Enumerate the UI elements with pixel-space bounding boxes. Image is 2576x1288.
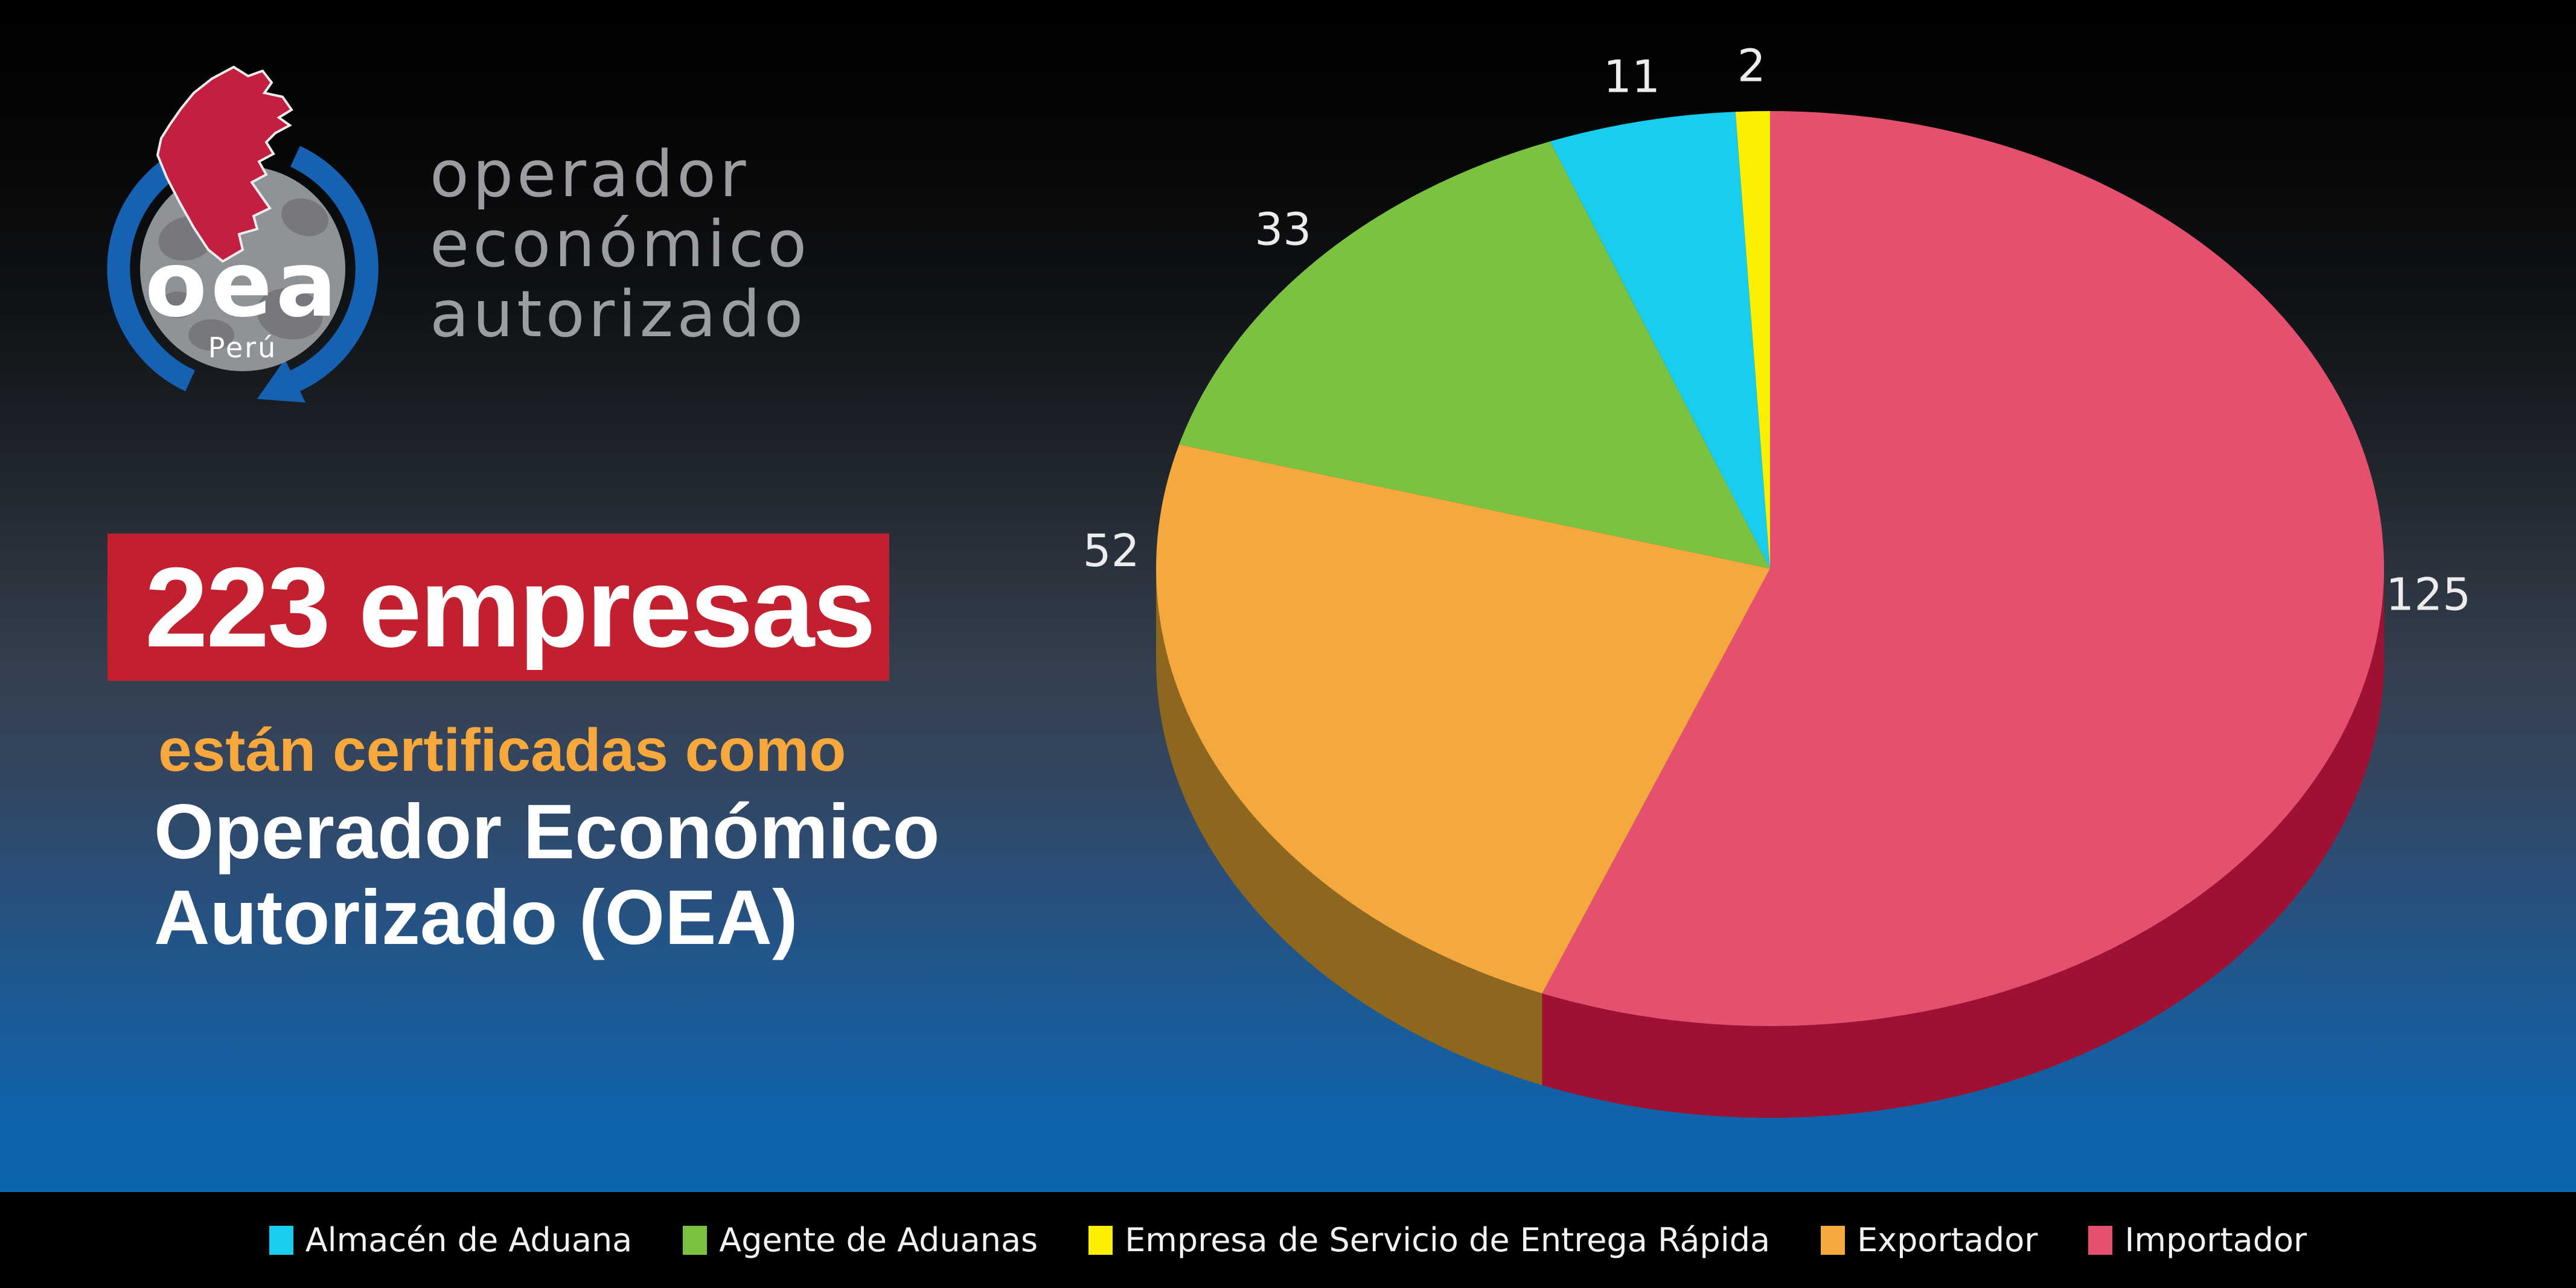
count-badge: 223 empresas [107,534,889,681]
pie-slice [1179,141,1770,569]
legend-swatch-icon [1821,1225,1846,1255]
brand-wordmark: operador económico autorizado [430,137,810,351]
legend-item: Almacén de Aduana [269,1221,633,1259]
cycle-arrow-left-icon [107,158,196,392]
pie-slice-side [1542,569,2384,1118]
legend-label: Exportador [1857,1221,2038,1259]
wordmark-line: operador [430,137,750,211]
oea-logo: oea Perú [107,67,379,403]
pie-slice [1735,111,1770,569]
pie-slice-side [1156,569,1542,1085]
legend-label: Importador [2124,1221,2307,1259]
oea-title-line: Autorizado (OEA) [154,875,798,961]
cycle-arrow-right-head-icon [257,359,305,403]
legend-item: Agente de Aduanas [683,1221,1038,1259]
peru-map-icon [158,67,292,261]
pie-slice [1542,111,2385,1026]
legend-item: Exportador [1821,1221,2037,1259]
legend-swatch-icon [2088,1225,2113,1255]
legend-swatch-icon [1088,1225,1113,1255]
legend-label: Agente de Aduanas [719,1221,1038,1259]
pie-slice [1550,112,1770,569]
logo-oea-text: oea [145,232,340,337]
oea-title-line: Operador Económico [154,789,940,875]
legend-swatch-icon [269,1225,293,1255]
pie-value-label: 11 [1603,51,1660,103]
legend-swatch-icon [683,1225,708,1255]
pie-value-label: 2 [1737,40,1766,92]
globe-continents [158,198,328,351]
count-badge-text: 223 empresas [145,544,876,671]
pie-chart: 125 52 33 11 2 [1083,40,2471,1118]
pie-value-label: 33 [1254,204,1311,256]
legend-item: Importador [2088,1221,2307,1259]
logo-peru-text: Perú [208,331,277,364]
oea-title: Operador Económico Autorizado (OEA) [154,789,940,961]
pie-value-label: 125 [2386,569,2471,621]
certified-subtitle: están certificadas como [158,716,846,784]
chart-legend: Almacén de Aduana Agente de Aduanas Empres… [0,1192,2576,1288]
wordmark-line: autorizado [430,277,807,351]
pie-value-label: 52 [1083,525,1140,577]
legend-item: Empresa de Servicio de Entrega Rápida [1088,1221,1770,1259]
pie-slice [1155,444,1770,993]
legend-label: Almacén de Aduana [305,1221,633,1259]
legend-label: Empresa de Servicio de Entrega Rápida [1125,1221,1771,1259]
wordmark-line: económico [430,207,810,281]
cycle-arrow-right-icon [290,145,379,392]
